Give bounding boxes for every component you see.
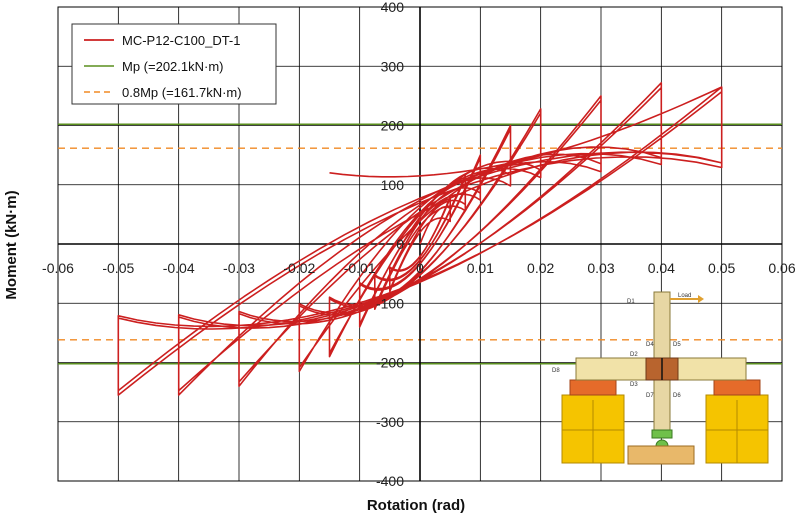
label-d4: D4 (646, 342, 654, 348)
right-pin (713, 379, 761, 396)
x-tick-label: 0.04 (648, 260, 675, 276)
x-tick-label: 0.05 (708, 260, 735, 276)
y-tick-label: 200 (381, 118, 405, 134)
x-tick-label: -0.06 (42, 260, 74, 276)
y-axis-title: Moment (kN·m) (3, 190, 20, 299)
label-d6: D6 (673, 393, 681, 399)
x-tick-label: 0.01 (467, 260, 494, 276)
label-d7: D7 (646, 393, 654, 399)
test-setup-illustration: Load D1 D2 D3 D4 D5 D6 D7 D8 (552, 291, 769, 465)
y-tick-label: -200 (376, 355, 404, 371)
legend-label-series-1: MC-P12-C100_DT-1 (122, 33, 241, 48)
x-tick-label: -0.04 (163, 260, 195, 276)
y-tick-label: -300 (376, 414, 404, 430)
y-tick-label: -400 (376, 473, 404, 489)
label-d8: D8 (552, 368, 560, 374)
tick-labels: -0.06 -0.05 -0.04 -0.03 -0.02 -0.01 0 0.01 0.02 0… (42, 0, 796, 489)
base-block (627, 445, 695, 465)
x-tick-label: 0.06 (768, 260, 795, 276)
y-tick-label: -100 (376, 295, 404, 311)
bottom-pin (651, 429, 673, 439)
x-tick-label: -0.03 (223, 260, 255, 276)
x-tick-label: 0.03 (587, 260, 614, 276)
legend-label-0.8mp: 0.8Mp (=161.7kN·m) (122, 85, 242, 100)
y-tick-label: 100 (381, 177, 405, 193)
label-d2: D2 (630, 352, 638, 358)
x-tick-label: -0.05 (102, 260, 134, 276)
label-d1: D1 (627, 299, 635, 305)
x-tick-label: 0.02 (527, 260, 554, 276)
y-tick-label: 300 (381, 58, 405, 74)
x-axis-title: Rotation (rad) (367, 497, 465, 514)
legend-box (71, 23, 277, 105)
hysteresis-series (117, 82, 723, 396)
x-tick-label: 0 (416, 260, 424, 276)
y-tick-label: 400 (381, 0, 405, 15)
load-arrowhead (698, 295, 704, 303)
legend-label-mp: Mp (=202.1kN·m) (122, 59, 224, 74)
left-pin (569, 379, 617, 396)
legend: MC-P12-C100_DT-1 Mp (=202.1kN·m) 0.8Mp (… (71, 23, 277, 105)
label-d5: D5 (673, 342, 681, 348)
label-load: Load (678, 293, 691, 299)
x-tick-label: -0.02 (283, 260, 315, 276)
hysteresis-curve (117, 82, 723, 396)
y-tick-label: 0 (396, 236, 404, 252)
label-d3: D3 (630, 382, 638, 388)
x-tick-label: -0.01 (344, 260, 376, 276)
